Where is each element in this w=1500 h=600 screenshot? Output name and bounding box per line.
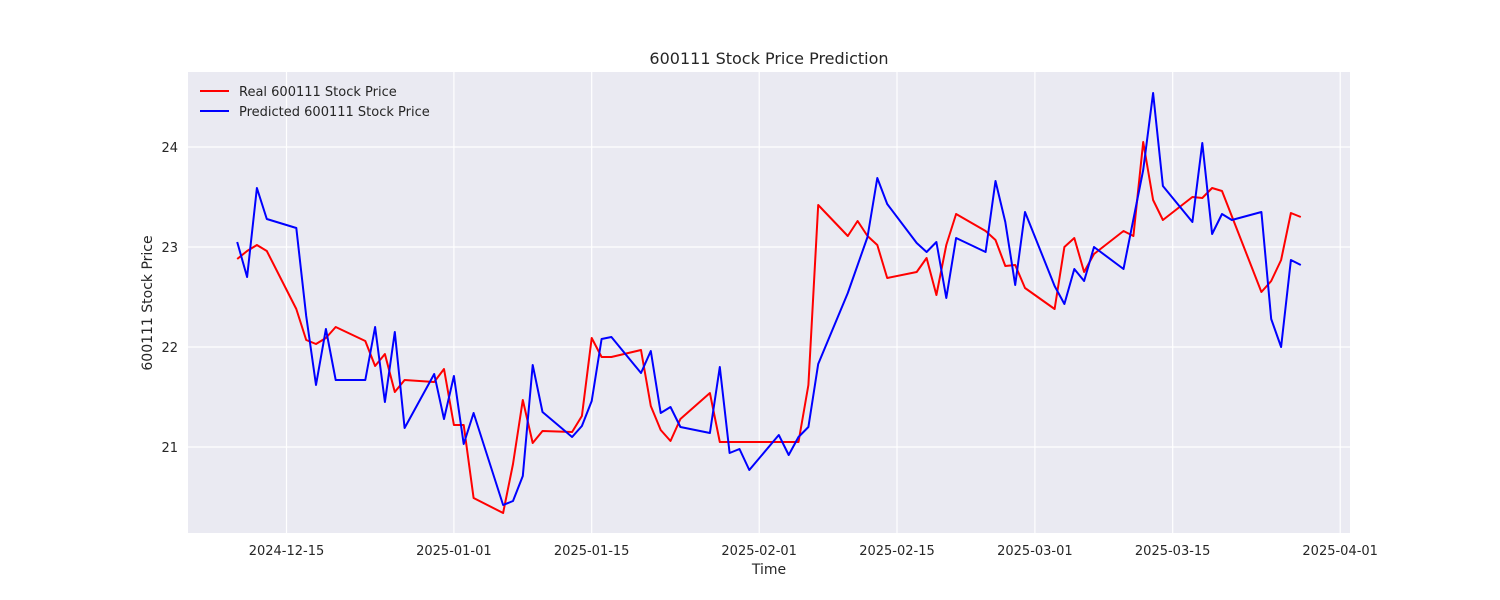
y-tick-label: 22 bbox=[161, 341, 178, 356]
x-tick-label: 2025-02-01 bbox=[721, 544, 797, 559]
x-tick-label: 2025-01-01 bbox=[416, 544, 492, 559]
legend: Real 600111 Stock Price Predicted 600111… bbox=[200, 85, 430, 120]
y-axis-label: 600111 Stock Price bbox=[140, 235, 156, 370]
series-layer bbox=[236, 92, 1302, 514]
x-tick-label: 2025-01-15 bbox=[554, 544, 630, 559]
x-tick-label: 2025-04-01 bbox=[1302, 544, 1378, 559]
plot-area bbox=[188, 72, 1350, 533]
x-axis-label: Time bbox=[751, 562, 786, 578]
chart-title: 600111 Stock Price Prediction bbox=[649, 49, 888, 68]
x-tick-label: 2025-03-01 bbox=[997, 544, 1073, 559]
x-tick-label: 2025-03-15 bbox=[1135, 544, 1211, 559]
x-tick-label: 2024-12-15 bbox=[249, 544, 325, 559]
series-line-predicted bbox=[236, 92, 1302, 506]
y-tick-label: 24 bbox=[161, 141, 178, 156]
legend-label-real: Real 600111 Stock Price bbox=[239, 85, 397, 100]
tick-labels: 2024-12-15 2025-01-01 2025-01-15 2025-02-01… bbox=[161, 141, 1378, 559]
y-tick-label: 23 bbox=[161, 241, 178, 256]
x-tick-label: 2025-02-15 bbox=[859, 544, 935, 559]
y-tick-label: 21 bbox=[161, 441, 178, 456]
legend-label-predicted: Predicted 600111 Stock Price bbox=[239, 105, 430, 120]
grid-lines bbox=[188, 72, 1350, 533]
